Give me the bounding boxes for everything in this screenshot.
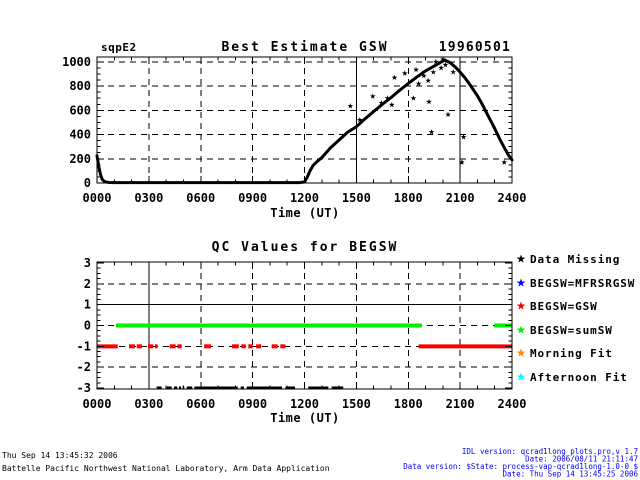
legend-item-begsw-mfrsrgsw: BEGSW=MFRSRGSW <box>516 277 635 290</box>
x-tick-label: 1500 <box>342 191 371 205</box>
y-tick-label: 3 <box>84 256 91 270</box>
x-tick-label: 0900 <box>238 397 267 411</box>
legend-star-icon <box>516 254 526 263</box>
legend-item-label: BEGSW=sumSW <box>530 324 613 337</box>
x-tick-label: 2100 <box>446 191 475 205</box>
x-tick-label: 1800 <box>394 191 423 205</box>
x-tick-label: 0000 <box>83 397 112 411</box>
top-plot: 0000 0300 0600 0900 1200 1500 1800 2100 2400 0 200… <box>62 55 526 205</box>
legend-item-data-missing: Data Missing <box>516 253 620 266</box>
y-tick-label: 400 <box>69 128 91 142</box>
x-tick-label: 0000 <box>83 191 112 205</box>
scatter-point <box>428 129 435 135</box>
top-plot-xaxis-label: Time (UT) <box>270 206 340 220</box>
scatter-point <box>357 117 363 123</box>
scatter-point <box>425 77 431 84</box>
scatter-point <box>426 98 432 105</box>
scatter-point <box>384 95 391 101</box>
scatter-point <box>421 72 427 79</box>
legend-item-label: BEGSW=GSW <box>530 300 598 313</box>
legend-star-icon <box>516 325 526 334</box>
y-tick-label: 2 <box>84 277 91 291</box>
x-tick-label: 0900 <box>238 191 267 205</box>
x-tick-label: 1800 <box>394 397 423 411</box>
x-tick-label: 2100 <box>446 397 475 411</box>
x-tick-label: 1200 <box>290 397 319 411</box>
y-tick-label: 600 <box>69 103 91 117</box>
bottom-plot: 0000 0300 0600 0900 1200 1500 1800 2100 2400 -3 -2… <box>77 256 527 411</box>
legend-item-label: Afternoon Fit <box>530 371 628 384</box>
x-tick-label: 0300 <box>134 191 163 205</box>
scatter-point <box>438 64 444 71</box>
scatter-point <box>450 69 457 75</box>
best-estimate-gsw-curve <box>95 58 514 185</box>
y-tick-label: 800 <box>69 79 91 93</box>
version-info-line: IDL version: qcrad1long_plots.pro,v 1.7 <box>462 447 638 456</box>
version-info: IDL version: qcrad1long_plots.pro,v 1.7D… <box>403 447 638 479</box>
site-label: sqpE2 <box>101 41 137 54</box>
y-tick-label: -2 <box>77 360 91 374</box>
scatter-point <box>430 69 437 75</box>
legend-item-begsw-sumsw: BEGSW=sumSW <box>516 324 613 337</box>
bottom-plot-title: QC Values for BEGSW <box>212 240 399 255</box>
legend: Data Missing BEGSW=MFRSRGSW BEGSW=GSW BEGSW… <box>516 253 635 384</box>
scatter-point <box>433 58 439 65</box>
x-tick-label: 0600 <box>186 397 215 411</box>
legend-star-icon <box>516 372 526 381</box>
x-tick-label: 2400 <box>498 397 527 411</box>
legend-item-afternoon-fit: Afternoon Fit <box>516 371 628 384</box>
version-info-line: Date: Thu Sep 14 13:45:25 2006 <box>503 470 639 479</box>
legend-item-begsw-gsw: BEGSW=GSW <box>516 300 598 313</box>
x-tick-label: 1500 <box>342 397 371 411</box>
date-label: 19960501 <box>439 40 511 55</box>
y-tick-label: 0 <box>84 319 91 333</box>
scatter-point <box>459 159 465 165</box>
version-info-line: Data version: $State: process-vap-qcrad1… <box>403 462 638 471</box>
y-tick-label: 0 <box>84 176 91 190</box>
scatter-point <box>389 101 395 108</box>
legend-item-morning-fit: Morning Fit <box>516 347 613 360</box>
scatter-point <box>413 66 419 73</box>
scatter-point <box>442 61 449 68</box>
scatter-point <box>401 70 408 76</box>
scatter-point <box>445 111 451 117</box>
version-info-line: Date: 2006/08/11 21:11:47 <box>525 455 638 464</box>
scatter-point <box>501 159 508 165</box>
footer-timestamp: Thu Sep 14 13:45:32 2006 <box>2 451 118 460</box>
scatter-point <box>410 95 417 101</box>
scatter-point <box>415 80 422 87</box>
scatter-point <box>369 93 376 99</box>
x-tick-label: 0300 <box>134 397 163 411</box>
y-tick-label: 1000 <box>62 55 91 69</box>
y-tick-label: -1 <box>77 339 91 353</box>
scatter-point <box>347 103 354 109</box>
scatter-point <box>378 100 385 106</box>
legend-item-label: BEGSW=MFRSRGSW <box>530 277 635 290</box>
y-tick-label: -3 <box>77 381 91 395</box>
legend-item-label: Morning Fit <box>530 347 613 360</box>
legend-item-label: Data Missing <box>530 253 620 266</box>
bottom-plot-xaxis-label: Time (UT) <box>270 411 340 425</box>
y-tick-label: 200 <box>69 152 91 166</box>
x-tick-label: 1200 <box>290 191 319 205</box>
footer-organization: Battelle Pacific Northwest National Labo… <box>2 464 330 473</box>
x-tick-label: 2400 <box>498 191 527 205</box>
legend-star-icon <box>516 348 526 357</box>
scatter-point <box>391 74 398 80</box>
legend-star-icon <box>516 278 526 287</box>
scatter-point <box>460 134 467 140</box>
y-tick-label: 1 <box>84 298 91 312</box>
top-plot-title: Best Estimate GSW <box>221 40 388 55</box>
x-tick-label: 0600 <box>186 191 215 205</box>
legend-star-icon <box>516 301 526 310</box>
